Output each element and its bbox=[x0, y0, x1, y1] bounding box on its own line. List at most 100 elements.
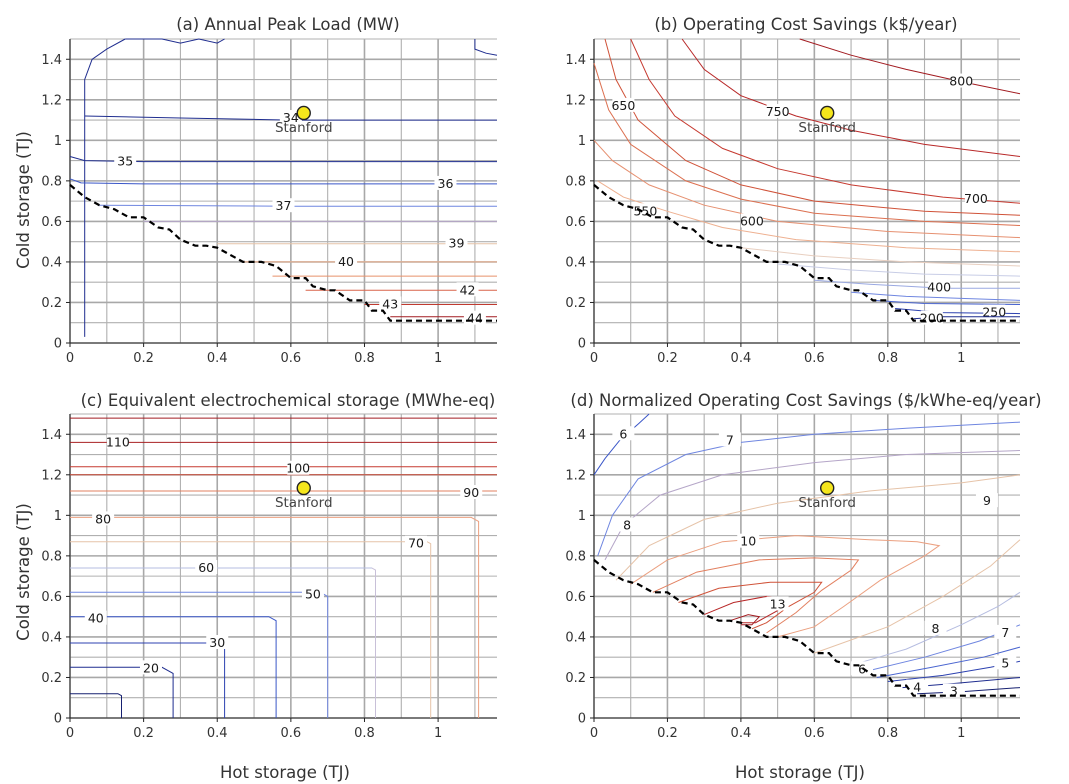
contour-label-bg bbox=[287, 460, 310, 475]
x-tick-label: 0 bbox=[590, 726, 598, 741]
contour-line-700 bbox=[630, 38, 1021, 204]
y-tick-label: 1.4 bbox=[565, 428, 586, 443]
contour-label: 40 bbox=[88, 611, 104, 626]
contour-label: 36 bbox=[438, 176, 454, 191]
x-tick-label: 1 bbox=[434, 726, 442, 741]
contour-line-6 bbox=[593, 413, 650, 476]
x-axis-label-right: Hot storage (TJ) bbox=[735, 763, 865, 782]
contour-line-3 bbox=[917, 687, 1021, 695]
panel-d-title: (d) Normalized Operating Cost Savings ($… bbox=[570, 391, 1041, 410]
contour-line-8 bbox=[850, 591, 1021, 666]
contour-line-800 bbox=[799, 38, 1021, 95]
contour-label-bg bbox=[195, 560, 218, 575]
y-tick-label: 0.6 bbox=[565, 215, 586, 230]
contour-label-bg bbox=[740, 213, 763, 228]
contour-label: 700 bbox=[964, 191, 988, 206]
contour-label-bg bbox=[964, 191, 987, 206]
y-tick-label: 1.4 bbox=[41, 53, 62, 68]
contour-label: 4 bbox=[913, 680, 921, 695]
contour-label: 43 bbox=[382, 296, 398, 311]
x-tick-label: 0 bbox=[66, 351, 74, 366]
x-tick-label: 0.8 bbox=[877, 351, 898, 366]
x-axis-label-left: Hot storage (TJ) bbox=[220, 763, 350, 782]
contour-label-bg bbox=[106, 434, 129, 449]
x-tick-label: 1 bbox=[957, 351, 965, 366]
contour-label-bg bbox=[994, 655, 1017, 670]
contour-label-bg bbox=[950, 73, 973, 88]
x-tick-label: 0.4 bbox=[207, 726, 228, 741]
contour-line-34 bbox=[84, 38, 126, 337]
contour-label-bg bbox=[616, 517, 639, 532]
contour-line-34 bbox=[474, 39, 498, 56]
y-tick-label: 0.2 bbox=[565, 296, 586, 311]
y-tick-label: 0 bbox=[578, 712, 586, 727]
contour-line-10 bbox=[630, 535, 941, 638]
contour-label: 550 bbox=[633, 203, 657, 218]
contour-label-bg bbox=[279, 110, 302, 125]
contour-label: 40 bbox=[338, 254, 354, 269]
contour-line-300 bbox=[873, 299, 1021, 305]
x-tick-label: 0.4 bbox=[207, 351, 228, 366]
contour-line-500 bbox=[740, 247, 1021, 267]
y-tick-label: 0.8 bbox=[565, 549, 586, 564]
contour-line-400 bbox=[814, 279, 1020, 289]
y-tick-label: 1.2 bbox=[41, 93, 62, 108]
contour-line-12 bbox=[678, 581, 823, 630]
contour-label-bg bbox=[634, 203, 657, 218]
y-tick-label: 0.6 bbox=[41, 590, 62, 605]
contour-line-750 bbox=[681, 38, 1021, 157]
x-tick-label: 0.6 bbox=[804, 726, 825, 741]
y-tick-label: 1.2 bbox=[565, 93, 586, 108]
feasibility-boundary bbox=[593, 184, 1020, 322]
x-tick-label: 1 bbox=[434, 351, 442, 366]
contour-line-9 bbox=[615, 474, 1021, 581]
stanford-marker bbox=[296, 480, 311, 496]
x-tick-label: 0.8 bbox=[354, 351, 375, 366]
y-tick-label: 0.4 bbox=[41, 630, 62, 645]
contour-line-13_5 bbox=[729, 614, 761, 626]
stanford-marker bbox=[296, 105, 311, 121]
contour-label: 50 bbox=[305, 586, 321, 601]
x-tick-label: 0.2 bbox=[133, 726, 154, 741]
y-tick-label: 0 bbox=[54, 712, 62, 727]
contour-label: 80 bbox=[95, 511, 111, 526]
panel-a-title: (a) Annual Peak Load (MW) bbox=[176, 15, 400, 34]
contour-label: 34 bbox=[283, 110, 299, 125]
feasibility-boundary bbox=[593, 559, 1020, 697]
y-tick-label: 1 bbox=[54, 509, 62, 524]
y-tick-label: 1.2 bbox=[41, 468, 62, 483]
y-tick-label: 0.4 bbox=[565, 630, 586, 645]
contour-label: 6 bbox=[619, 426, 627, 441]
contour-label: 35 bbox=[117, 154, 133, 169]
stanford-marker-label: Stanford bbox=[275, 120, 333, 136]
contour-line-35 bbox=[69, 156, 497, 163]
x-tick-label: 0.6 bbox=[281, 726, 302, 741]
contour-label-bg bbox=[612, 426, 635, 441]
contour-label: 37 bbox=[276, 198, 292, 213]
y-tick-label: 0.8 bbox=[41, 174, 62, 189]
contour-line-625 bbox=[593, 63, 1021, 226]
contour-label: 600 bbox=[740, 213, 764, 228]
contour-line-6 bbox=[876, 646, 1021, 678]
contour-line-450 bbox=[777, 263, 1021, 277]
contour-label: 250 bbox=[982, 305, 1006, 320]
contour-label-bg bbox=[272, 198, 295, 213]
contour-line-30 bbox=[70, 642, 226, 718]
contour-label-bg bbox=[206, 635, 229, 650]
y-tick-label: 0.4 bbox=[565, 255, 586, 270]
x-tick-label: 0.4 bbox=[731, 726, 752, 741]
contour-line-40 bbox=[70, 616, 277, 718]
contour-label-bg bbox=[766, 596, 789, 611]
contour-label: 100 bbox=[286, 461, 310, 476]
x-tick-label: 0 bbox=[66, 726, 74, 741]
x-tick-label: 0 bbox=[590, 351, 598, 366]
contour-line-350 bbox=[851, 291, 1021, 301]
contour-label-bg bbox=[766, 103, 789, 118]
stanford-marker bbox=[819, 480, 835, 496]
contour-label-bg bbox=[983, 304, 1006, 319]
contour-label-bg bbox=[445, 235, 468, 250]
contour-line-36 bbox=[69, 178, 497, 185]
panel-a-plot: 0 0.2 0.4 0.6 0.8 1 0 0.2 0.4 0.6 0.8 1 1.2 1.4 34 35 36… bbox=[41, 38, 498, 366]
contour-label-bg bbox=[924, 620, 947, 635]
contour-label-bg bbox=[920, 310, 943, 325]
